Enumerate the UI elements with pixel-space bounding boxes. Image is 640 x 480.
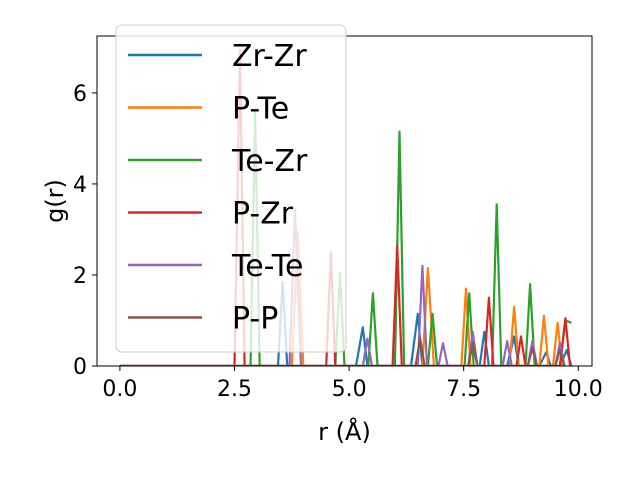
x-tick-label: 5.0 [332, 377, 367, 402]
y-tick-label: 2 [73, 264, 87, 289]
legend: Zr-Zr P-Te Te-Zr P-Zr Te-Te P-P [115, 24, 347, 353]
series-line-te-te [119, 207, 566, 366]
series-line-p-p [119, 337, 566, 366]
legend-label-zr-zr: Zr-Zr [232, 39, 307, 74]
x-tick-label: 0.0 [102, 377, 137, 402]
legend-label-p-te: P-Te [232, 92, 289, 127]
legend-label-p-zr: P-Zr [232, 197, 294, 232]
legend-label-te-zr: Te-Zr [231, 144, 308, 179]
y-axis-label: g(r) [41, 179, 69, 223]
x-axis-label: r (Å) [318, 417, 371, 446]
legend-label-p-p: P-P [232, 302, 278, 337]
x-tick-label: 10.0 [554, 377, 603, 402]
x-tick-label: 7.5 [446, 377, 481, 402]
axis-ticks: 0.0 2.5 5.0 7.5 10.0 0 2 4 6 [73, 82, 603, 402]
x-tick-label: 2.5 [217, 377, 252, 402]
legend-box [115, 24, 347, 353]
y-tick-label: 6 [73, 82, 87, 107]
legend-label-te-te: Te-Te [231, 249, 303, 284]
y-tick-label: 0 [73, 355, 87, 380]
y-tick-label: 4 [73, 173, 87, 198]
